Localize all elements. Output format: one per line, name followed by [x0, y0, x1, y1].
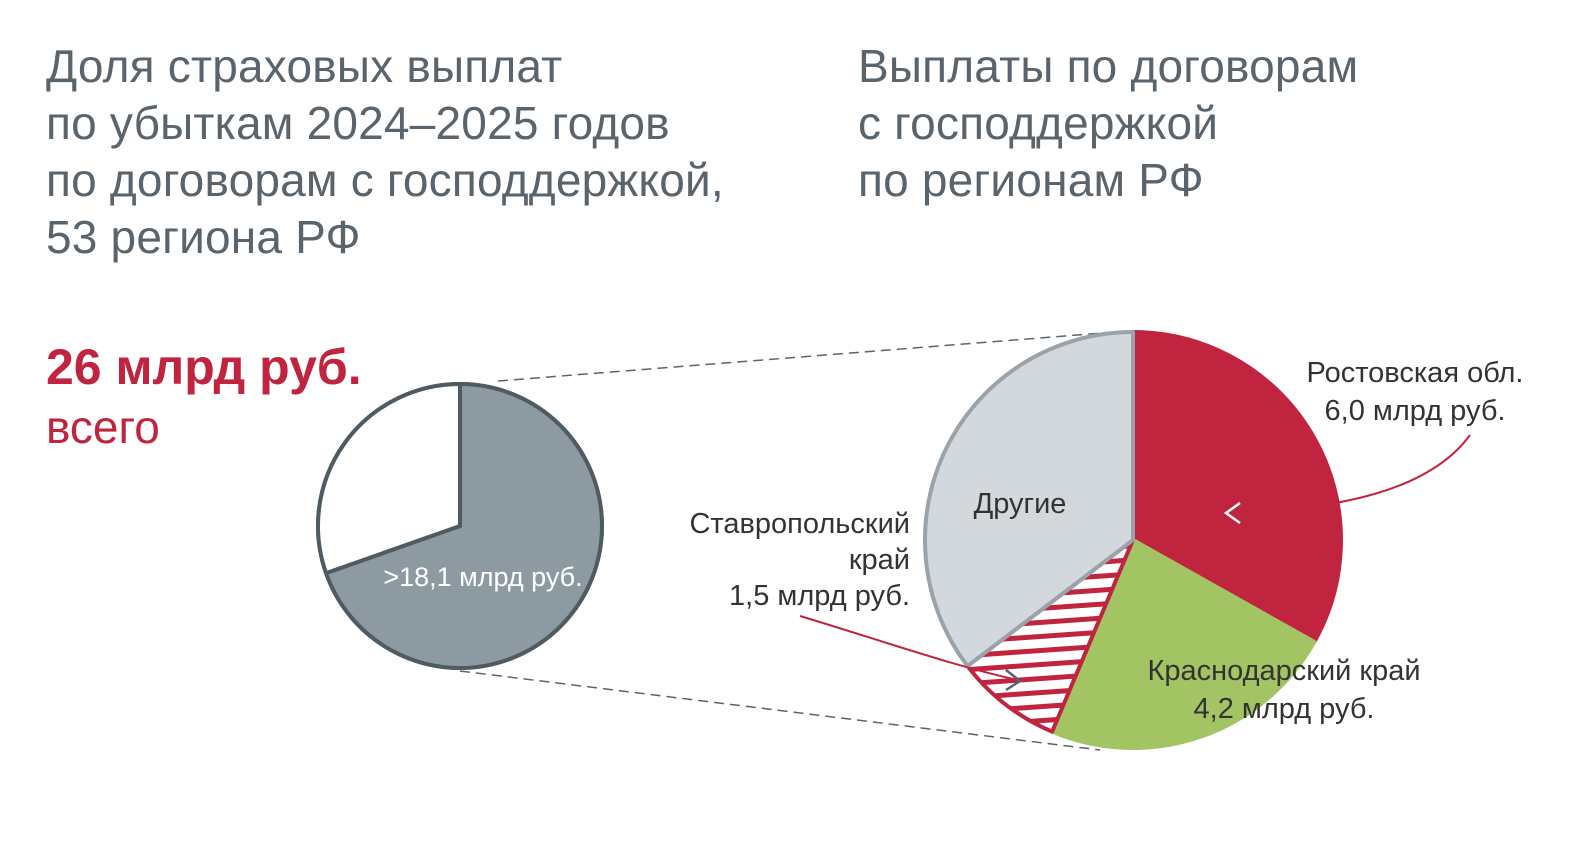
rostov-arrow-head: [1223, 501, 1241, 525]
stavropol-value-label: 1,5 млрд руб.: [729, 580, 910, 612]
krasnodar-value-label: 4,2 млрд руб.: [1194, 693, 1375, 725]
left-pie-chart: [316, 382, 604, 670]
left-pie-slice-main: [324, 382, 604, 670]
rostov-value-label: 6,0 млрд руб.: [1325, 395, 1506, 427]
connector-line-top: [497, 330, 1129, 382]
right-pie-chart: [923, 330, 1343, 750]
stavropol-name-label-line-1: Ставропольский: [689, 508, 910, 540]
left-title-line-1: Доля страховых выплат: [46, 40, 563, 92]
right-chart-title: Выплаты по договорам с господдержкой по …: [858, 38, 1358, 209]
krasnodar-name-label: Краснодарский край: [1147, 655, 1420, 687]
rostov-arrow-line: [1227, 434, 1471, 514]
left-slice-label: >18,1 млрд руб.: [383, 562, 582, 592]
left-title-line-4: 53 региона РФ: [46, 211, 361, 263]
total-label: всего: [46, 401, 160, 453]
stavropol-arrow-head: [1005, 669, 1023, 692]
left-pie-slice-rest: [316, 382, 462, 576]
right-pie-slice-others: [923, 330, 1135, 669]
right-title-line-3: по регионам РФ: [858, 154, 1204, 206]
left-title-line-2: по убыткам 2024–2025 годов: [46, 97, 670, 149]
stavropol-name-label-line-2: край: [849, 544, 910, 576]
right-pie-slice-krasnodar: [1050, 538, 1317, 750]
left-chart-title: Доля страховых выплат по убыткам 2024–20…: [46, 38, 724, 266]
total-amount: 26 млрд руб.: [46, 339, 362, 395]
right-pie-slice-rostov: [1131, 330, 1343, 644]
stavropol-arrow-line: [799, 615, 1019, 681]
right-title-line-1: Выплаты по договорам: [858, 40, 1359, 92]
connector-line-bottom: [459, 670, 1101, 751]
others-label: Другие: [974, 488, 1067, 520]
rostov-name-label: Ростовская обл.: [1307, 357, 1524, 389]
left-title-line-3: по договорам с господдержкой,: [46, 154, 724, 206]
right-title-line-2: с господдержкой: [858, 97, 1219, 149]
